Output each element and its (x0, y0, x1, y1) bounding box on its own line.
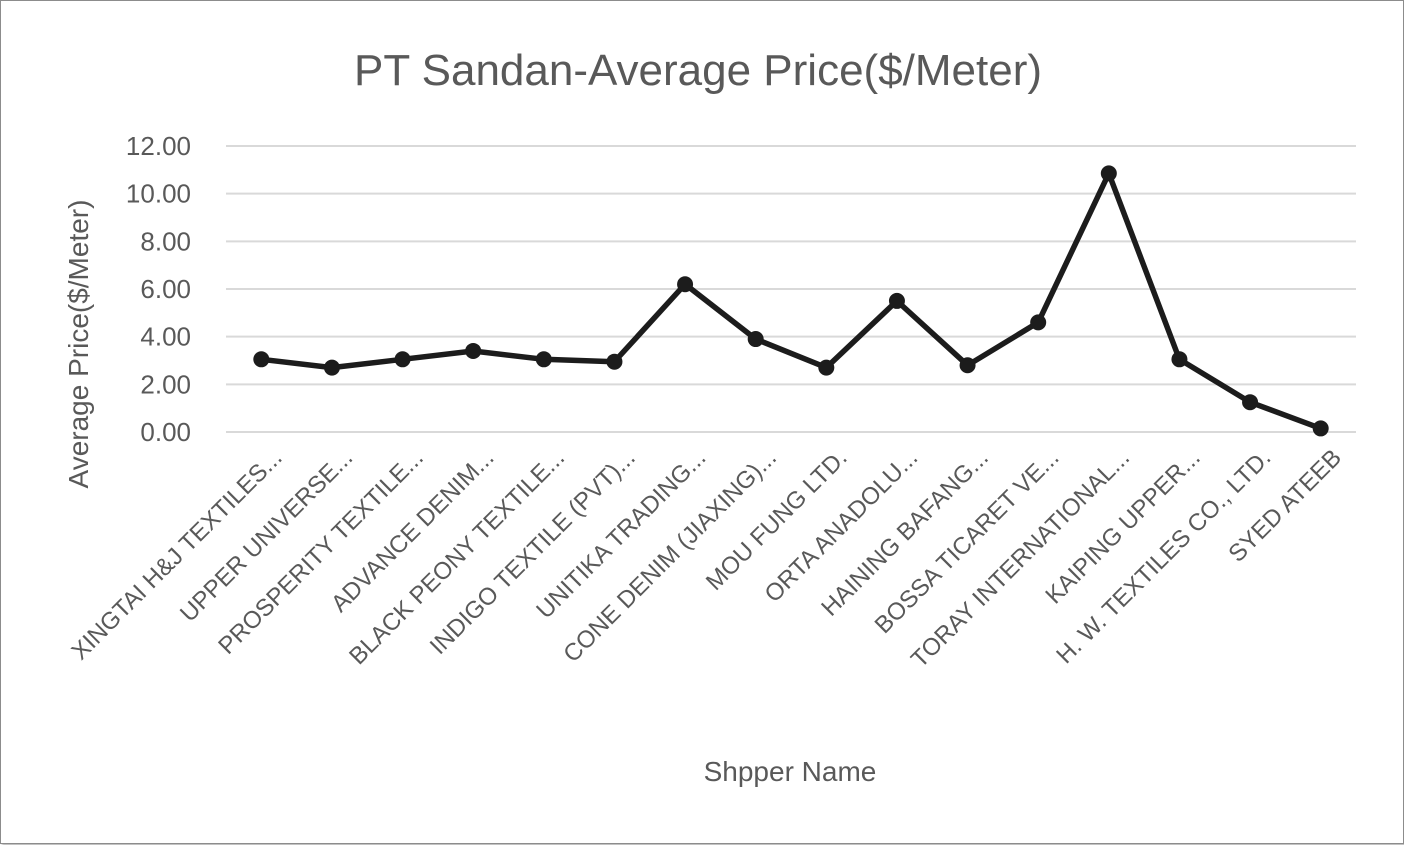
y-axis-ticks: 0.00 2.00 4.00 6.00 8.00 10.00 12.00 (126, 131, 191, 447)
y-axis-label: Average Price($/Meter) (63, 200, 94, 489)
data-point (253, 351, 270, 368)
data-point (1100, 165, 1117, 182)
data-point (394, 351, 411, 368)
data-point (535, 351, 552, 368)
y-tick-label: 6.00 (140, 274, 191, 304)
data-point (1312, 420, 1329, 437)
data-point (1242, 394, 1259, 411)
y-tick-label: 8.00 (140, 226, 191, 256)
data-point (959, 357, 976, 374)
chart-title: PT Sandan-Average Price($/Meter) (354, 46, 1042, 95)
data-point (465, 342, 482, 359)
y-tick-label: 2.00 (140, 369, 191, 399)
series-layer (258, 170, 1324, 432)
y-tick-label: 12.00 (126, 131, 191, 161)
data-point (818, 359, 835, 376)
data-point (888, 292, 905, 309)
data-point (323, 359, 340, 376)
x-axis-ticks: XINGTAI H&J TEXTILES...UPPER UNIVERSE...… (66, 444, 1347, 673)
y-tick-label: 4.00 (140, 322, 191, 352)
series-line (258, 170, 1324, 432)
data-points (253, 165, 1329, 437)
gridlines (226, 145, 1356, 433)
data-point (747, 331, 764, 348)
y-tick-label: 0.00 (140, 417, 191, 447)
data-point (1171, 351, 1188, 368)
data-point (1030, 314, 1047, 331)
data-point (606, 353, 623, 370)
x-axis-label: Shpper Name (704, 756, 877, 787)
y-tick-label: 10.00 (126, 179, 191, 209)
data-point (677, 276, 694, 293)
